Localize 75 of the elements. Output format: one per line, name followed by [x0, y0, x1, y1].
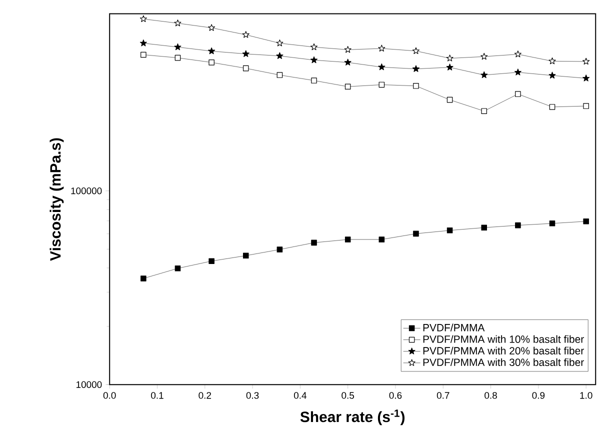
point: [276, 246, 283, 252]
x-tick-label: 0.7: [436, 392, 450, 399]
point: [174, 20, 182, 26]
x-tick-label: 0.0: [103, 392, 116, 399]
point: [583, 103, 589, 109]
point: [413, 83, 419, 89]
point: [174, 43, 182, 50]
point: [481, 108, 487, 114]
point: [446, 96, 453, 103]
point: [582, 58, 590, 65]
point: [378, 236, 385, 242]
point: [378, 44, 386, 52]
point: [310, 43, 318, 50]
point: [412, 65, 420, 72]
point: [514, 50, 522, 58]
x-tick-label: 0.4: [294, 392, 306, 399]
y-tick-label: 100000: [71, 187, 102, 194]
legend-label: PVDF/PMMA: [423, 324, 485, 332]
point: [140, 276, 146, 282]
legend-label: PVDF/PMMA with 20% basalt fiber: [423, 346, 584, 354]
point: [378, 82, 385, 88]
legend-label: PVDF/PMMA with 30% basalt fiber: [423, 358, 584, 366]
x-tick-label: 0.5: [342, 392, 354, 399]
point: [276, 40, 284, 46]
point: [344, 58, 352, 66]
point: [480, 71, 488, 78]
x-tick-label: 0.1: [151, 392, 164, 399]
point: [549, 104, 556, 110]
x-tick-label: 0.6: [389, 392, 402, 399]
x-tick-label: 0.3: [246, 392, 259, 399]
point: [583, 218, 589, 224]
point: [413, 230, 419, 237]
point: [242, 252, 249, 259]
point: [344, 84, 351, 90]
point: [412, 47, 420, 54]
x-tick-label: 0.8: [484, 392, 497, 399]
y-tick-label: 10000: [76, 381, 102, 388]
point: [311, 240, 317, 246]
point: [582, 74, 590, 82]
x-tick-label: 0.2: [198, 392, 212, 399]
point: [276, 72, 283, 78]
point: [242, 50, 250, 57]
point: [140, 52, 146, 58]
y-axis-title: Viscosity (mPa.s): [50, 138, 64, 261]
x-tick-label: 0.9: [532, 392, 545, 399]
point: [344, 236, 351, 242]
point: [446, 64, 454, 70]
point: [276, 52, 284, 59]
point: [515, 222, 521, 228]
point: [174, 265, 181, 272]
point: [242, 31, 250, 38]
point: [548, 57, 556, 64]
point: [208, 60, 214, 66]
point: [548, 72, 556, 79]
legend-label: PVDF/PMMA with 10% basalt fiber: [423, 335, 584, 343]
x-tick-label: 1.0: [580, 392, 592, 399]
point: [481, 224, 487, 231]
point: [242, 65, 249, 72]
point: [310, 56, 318, 64]
point: [378, 63, 386, 70]
x-axis-title: Shear rate (s$^{-1}$): [300, 410, 405, 426]
point: [174, 54, 181, 61]
point: [140, 15, 147, 22]
point: [208, 47, 216, 54]
point: [208, 258, 214, 264]
point: [311, 78, 317, 84]
point: [344, 46, 352, 53]
point: [515, 91, 521, 97]
point: [446, 54, 454, 62]
point: [446, 228, 453, 234]
point: [514, 68, 522, 76]
point: [208, 24, 216, 31]
point: [549, 220, 556, 226]
point: [140, 40, 147, 46]
point: [480, 52, 488, 60]
